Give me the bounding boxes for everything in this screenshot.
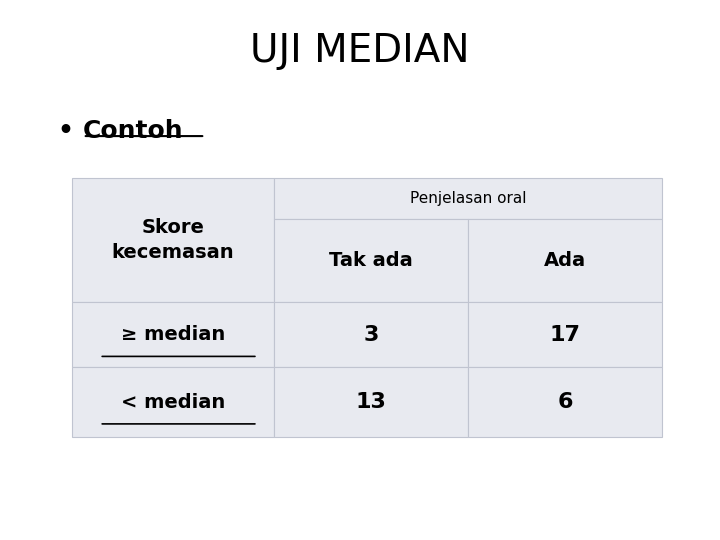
Text: •: •	[58, 119, 73, 143]
Text: Skore
kecemasan: Skore kecemasan	[112, 218, 234, 262]
Text: < median: < median	[121, 393, 225, 412]
Text: Tak ada: Tak ada	[329, 251, 413, 270]
FancyBboxPatch shape	[72, 367, 274, 437]
Text: ≥ median: ≥ median	[121, 325, 225, 345]
FancyBboxPatch shape	[274, 302, 468, 367]
Text: 13: 13	[356, 392, 386, 413]
Text: 3: 3	[363, 325, 379, 345]
Text: Penjelasan oral: Penjelasan oral	[410, 191, 526, 206]
Text: 17: 17	[549, 325, 581, 345]
FancyBboxPatch shape	[468, 219, 662, 302]
FancyBboxPatch shape	[274, 219, 468, 302]
FancyBboxPatch shape	[468, 367, 662, 437]
FancyBboxPatch shape	[274, 367, 468, 437]
Text: UJI MEDIAN: UJI MEDIAN	[251, 32, 469, 70]
FancyBboxPatch shape	[72, 302, 274, 367]
Text: Ada: Ada	[544, 251, 586, 270]
FancyBboxPatch shape	[468, 302, 662, 367]
Text: 6: 6	[557, 392, 573, 413]
FancyBboxPatch shape	[72, 178, 274, 302]
FancyBboxPatch shape	[274, 178, 662, 219]
Text: Contoh: Contoh	[83, 119, 184, 143]
